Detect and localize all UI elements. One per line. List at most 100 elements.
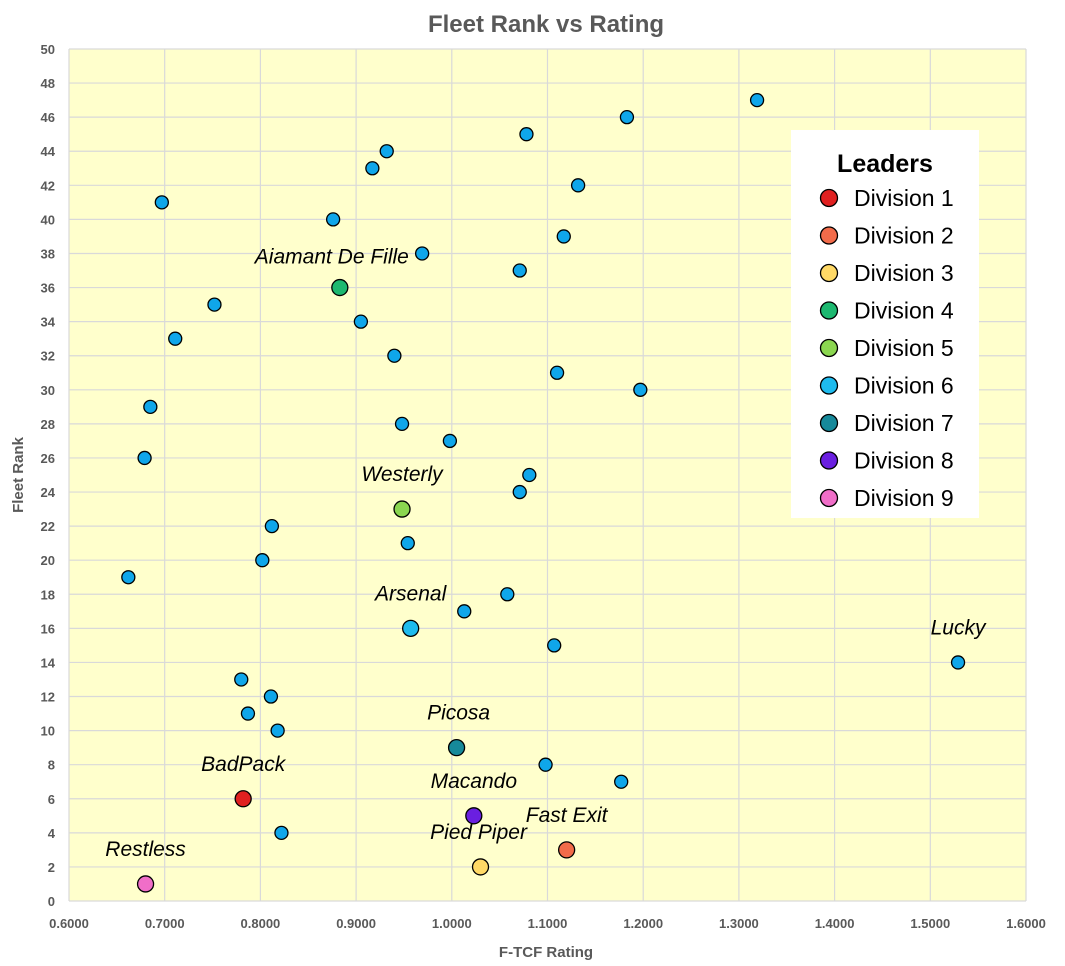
data-point [240, 706, 256, 721]
y-tick-label: 26 [41, 451, 55, 466]
leader-point [465, 807, 483, 825]
legend-title: Leaders [837, 150, 933, 178]
point-label: Aiamant De Fille [253, 246, 409, 269]
data-point [137, 450, 152, 466]
x-axis-title: F-TCF Rating [499, 944, 593, 961]
y-tick-label: 0 [48, 894, 55, 909]
legend-entry: Division 8 [854, 448, 954, 474]
data-point [270, 723, 285, 738]
data-point [400, 536, 415, 551]
point-label: Lucky [931, 616, 987, 639]
data-point [365, 161, 380, 176]
data-point [414, 246, 430, 261]
data-point [234, 672, 249, 687]
legend-marker [819, 451, 839, 470]
data-point [325, 212, 341, 227]
y-tick-label: 2 [48, 860, 55, 875]
legend-marker [819, 488, 839, 508]
x-tick-label: 1.4000 [815, 916, 855, 931]
y-tick-label: 6 [48, 792, 55, 807]
point-label: Restless [105, 838, 186, 861]
data-point [500, 587, 515, 602]
leader-point [393, 500, 411, 518]
data-point [274, 825, 289, 840]
data-point [619, 110, 635, 125]
leader-point [331, 278, 349, 297]
data-point [512, 484, 527, 500]
x-tick-label: 1.6000 [1006, 916, 1046, 931]
point-label: Fast Exit [526, 804, 609, 827]
y-tick-label: 14 [41, 655, 56, 670]
data-point [512, 263, 527, 278]
legend-entry: Division 2 [854, 223, 954, 249]
x-tick-label: 0.8000 [241, 916, 281, 931]
x-tick-label: 1.5000 [910, 916, 950, 931]
y-tick-label: 50 [41, 42, 55, 57]
data-point [556, 229, 571, 244]
chart-title: Fleet Rank vs Rating [428, 11, 664, 38]
data-point [154, 195, 169, 210]
y-tick-label: 8 [48, 758, 55, 773]
x-tick-label: 1.0000 [432, 916, 472, 931]
y-tick-label: 36 [41, 281, 55, 296]
legend-marker [819, 376, 839, 395]
leader-point [447, 738, 466, 757]
x-tick-label: 1.3000 [719, 916, 759, 931]
legend: Leaders Division 1 Division 2 Division 3 Div… [791, 130, 979, 518]
leader-point [234, 790, 252, 808]
y-axis-title: Fleet Rank [10, 436, 27, 513]
point-label: Westerly [361, 463, 444, 486]
y-tick-label: 24 [41, 485, 56, 500]
legend-entry: Division 3 [854, 260, 954, 286]
y-tick-label: 4 [48, 826, 56, 841]
data-point [143, 399, 158, 414]
leader-point [401, 619, 420, 638]
y-tick-label: 28 [41, 417, 55, 432]
y-tick-label: 40 [41, 212, 55, 227]
y-tick-label: 12 [41, 690, 55, 705]
point-label: Macando [431, 770, 518, 793]
y-tick-label: 10 [41, 724, 55, 739]
x-tick-label: 1.1000 [528, 916, 568, 931]
y-tick-label: 32 [41, 349, 55, 364]
data-point [614, 774, 629, 789]
data-point [457, 604, 472, 619]
y-tick-label: 42 [41, 178, 55, 193]
y-tick-label: 16 [41, 621, 55, 636]
data-point [387, 348, 402, 363]
y-tick-label: 34 [41, 315, 56, 330]
leader-point [136, 875, 155, 893]
data-point [522, 467, 537, 483]
data-point [633, 382, 648, 397]
legend-entry: Division 6 [854, 373, 954, 399]
data-point [353, 314, 369, 329]
legend-entry: Division 4 [854, 298, 954, 324]
legend-entry: Division 9 [854, 485, 954, 511]
leader-point [471, 858, 490, 876]
data-point [547, 638, 562, 653]
data-point [168, 331, 183, 346]
x-tick-label: 0.6000 [49, 916, 89, 931]
y-tick-label: 20 [41, 553, 55, 568]
y-tick-label: 48 [41, 76, 55, 91]
data-point [538, 757, 553, 772]
y-tick-label: 44 [41, 144, 56, 159]
point-label: Picosa [427, 702, 490, 725]
legend-entry: Division 1 [854, 185, 954, 211]
data-point [394, 416, 410, 432]
point-label: BadPack [201, 753, 287, 776]
y-tick-label: 38 [41, 246, 55, 261]
data-point [749, 92, 765, 108]
legend-entry: Division 7 [854, 410, 954, 436]
data-point [264, 518, 280, 534]
leader-point [557, 841, 576, 859]
legend-marker [819, 263, 839, 283]
legend-marker [819, 338, 839, 358]
legend-marker [819, 301, 839, 320]
y-tick-label: 30 [41, 383, 55, 398]
legend-entry: Division 5 [854, 335, 954, 361]
x-tick-label: 0.9000 [336, 916, 376, 931]
data-point [570, 178, 586, 193]
data-point [379, 144, 394, 159]
